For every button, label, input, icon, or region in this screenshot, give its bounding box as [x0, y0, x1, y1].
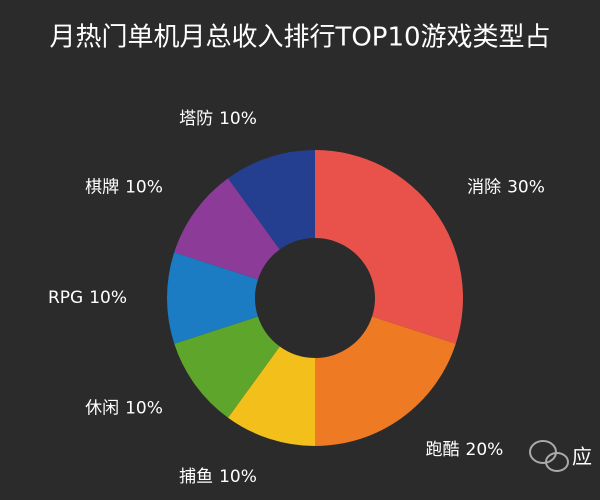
- value-label: 10%: [219, 467, 257, 487]
- category-label: 捕鱼: [179, 467, 213, 487]
- donut-slice: [174, 316, 280, 418]
- category-label: 塔防: [179, 109, 213, 129]
- donut-slice: [174, 178, 280, 280]
- category-label: 棋牌: [85, 177, 119, 197]
- donut-slice: [315, 316, 456, 446]
- slice-label: 捕鱼 10%: [179, 467, 257, 487]
- chart-title: 月热门单机月总收入排行TOP10游戏类型占: [49, 23, 550, 53]
- slice-label: 消除 30%: [467, 177, 545, 197]
- wechat-icon: [529, 440, 569, 472]
- value-label: 10%: [125, 177, 163, 197]
- slice-label: 休闲 10%: [85, 399, 163, 419]
- value-label: 10%: [89, 288, 127, 308]
- value-label: 20%: [466, 440, 504, 460]
- donut-slice: [228, 346, 315, 446]
- category-label: 消除: [467, 177, 501, 197]
- slice-label: 跑酷 20%: [426, 440, 504, 460]
- value-label: 10%: [219, 109, 257, 129]
- slice-label: RPG 10%: [48, 288, 127, 308]
- value-label: 10%: [125, 399, 163, 419]
- value-label: 30%: [507, 177, 545, 197]
- slice-label: 棋牌 10%: [85, 177, 163, 197]
- slice-label: 塔防 10%: [179, 109, 257, 129]
- category-label: 休闲: [85, 399, 119, 419]
- watermark: 应: [572, 445, 592, 469]
- category-label: RPG: [48, 288, 83, 308]
- donut-slice: [228, 150, 315, 250]
- category-label: 跑酷: [426, 440, 460, 460]
- donut-slice: [315, 150, 463, 344]
- donut-slice: [166, 252, 258, 344]
